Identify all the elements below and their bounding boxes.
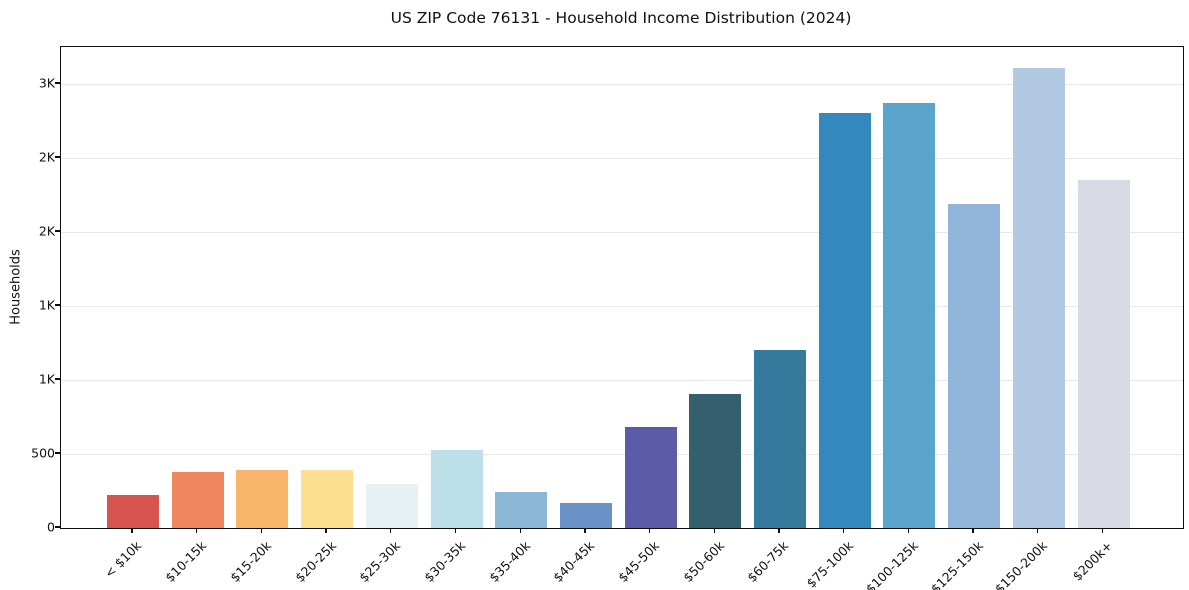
y-tick-mark [55, 304, 60, 306]
x-tick-label: $75-100k [803, 538, 857, 590]
bar [559, 502, 612, 528]
x-tick-mark [196, 528, 198, 533]
x-tick-label: $30-35k [421, 538, 469, 586]
grid-line [61, 83, 1183, 85]
grid-line [61, 305, 1183, 307]
grid-line [61, 379, 1183, 381]
grid-line [61, 157, 1183, 159]
x-tick-mark [778, 528, 780, 533]
x-tick-label: $10-15k [162, 538, 210, 586]
bar [1077, 180, 1130, 528]
grid-line [61, 231, 1183, 233]
x-tick-mark [131, 528, 133, 533]
y-tick-mark [55, 230, 60, 232]
x-tick-label: $60-75k [744, 538, 792, 586]
x-tick-mark [1101, 528, 1104, 533]
x-tick-mark [648, 528, 651, 533]
y-tick-mark [55, 526, 60, 528]
x-tick-label: $200k+ [1069, 538, 1116, 584]
x-tick-label: $50-60k [679, 538, 727, 586]
y-tick-label: 500 [31, 445, 55, 461]
y-tick-mark [55, 452, 60, 454]
bar [948, 203, 1001, 528]
y-tick-label: 1K [38, 371, 55, 387]
bar [301, 469, 354, 528]
x-tick-mark [972, 528, 974, 533]
grid-line [61, 453, 1183, 455]
bar [624, 427, 677, 528]
x-tick-mark [843, 528, 845, 533]
y-tick-label: 2K [38, 149, 55, 165]
x-tick-label: $150-200k [992, 538, 1051, 590]
x-tick-mark [713, 528, 715, 533]
x-tick-label: $35-40k [485, 538, 533, 586]
x-tick-label: < $10k [101, 538, 145, 581]
bar [495, 491, 548, 528]
bar [754, 350, 806, 528]
y-tick-mark [55, 82, 60, 84]
bar [883, 102, 936, 528]
bar [107, 495, 159, 528]
bar [1012, 68, 1065, 528]
y-tick-label: 3K [38, 75, 55, 91]
y-tick-label: 2K [38, 223, 55, 239]
x-tick-mark [519, 528, 521, 533]
bar [171, 471, 224, 528]
x-tick-label: $125-150k [927, 538, 986, 590]
x-tick-mark [260, 528, 263, 533]
x-tick-mark [907, 528, 910, 533]
x-tick-mark [584, 528, 586, 533]
bar [236, 470, 289, 528]
y-axis-label: Households [8, 249, 24, 325]
x-tick-label: $40-45k [550, 538, 598, 586]
y-tick-mark [55, 378, 60, 380]
bar [365, 484, 418, 528]
plot-area [60, 46, 1184, 529]
x-tick-label: $100-125k [862, 538, 922, 590]
x-tick-label: $45-50k [615, 538, 663, 586]
y-tick-mark [55, 156, 60, 158]
x-tick-mark [1037, 528, 1039, 533]
y-tick-label: 0 [47, 519, 55, 535]
x-tick-label: $25-30k [356, 538, 404, 586]
bar [818, 112, 871, 528]
x-tick-label: $20-25k [291, 538, 339, 586]
x-tick-label: $15-20k [226, 538, 275, 586]
bar [430, 449, 483, 528]
chart-title: US ZIP Code 76131 - Household Income Dis… [390, 9, 852, 27]
y-tick-label: 1K [38, 297, 55, 313]
x-tick-mark [454, 528, 457, 533]
x-tick-mark [390, 528, 392, 533]
bar [689, 394, 742, 528]
x-tick-mark [325, 528, 327, 533]
